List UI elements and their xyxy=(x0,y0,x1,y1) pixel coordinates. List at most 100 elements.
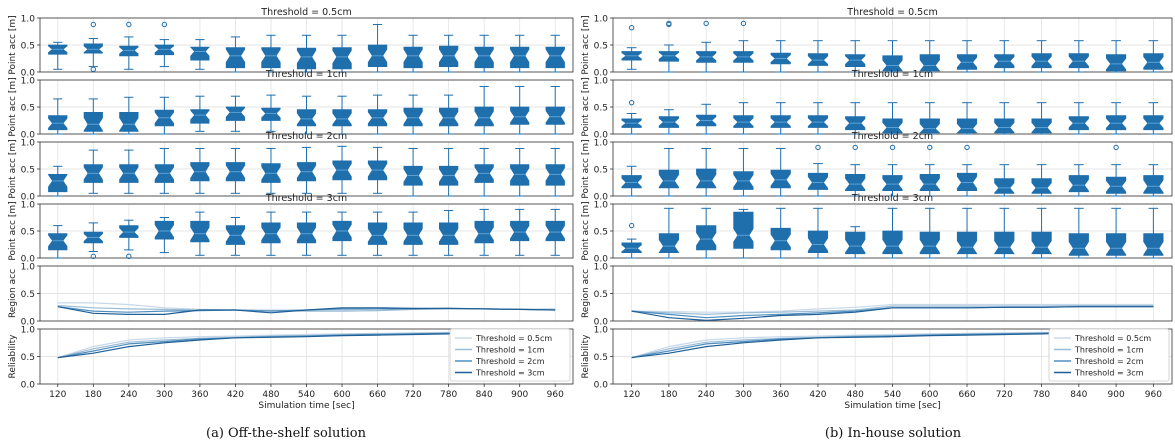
box-body xyxy=(154,220,175,240)
box-body xyxy=(296,109,317,127)
y-tick-label: 0.5 xyxy=(21,228,35,238)
box-300 xyxy=(154,96,175,135)
y-tick-label: 1.0 xyxy=(21,326,36,336)
box-900 xyxy=(1106,207,1127,259)
box-720 xyxy=(403,211,423,256)
box-body xyxy=(83,112,103,132)
box-body xyxy=(119,225,139,238)
legend-label: Threshold = 0.5cm xyxy=(475,334,552,343)
outlier xyxy=(1113,144,1119,151)
y-tick-label: 1.0 xyxy=(21,139,36,149)
legend-label: Threshold = 3cm xyxy=(475,369,545,378)
x-tick-label: 360 xyxy=(191,390,208,400)
x-axis-label: Simulation time [sec] xyxy=(258,401,354,411)
box-body xyxy=(733,211,754,249)
box-720 xyxy=(993,207,1015,259)
x-tick-label: 360 xyxy=(772,390,789,400)
box-body xyxy=(403,46,423,69)
box-720 xyxy=(994,40,1015,73)
box-180 xyxy=(658,147,679,197)
box-660 xyxy=(956,102,978,135)
box-240 xyxy=(696,103,717,135)
box-body xyxy=(1143,233,1164,256)
box-body xyxy=(956,231,978,255)
box-600 xyxy=(919,207,940,259)
box-720 xyxy=(403,34,423,73)
series-line xyxy=(631,306,1154,322)
x-tick-label: 900 xyxy=(511,390,528,400)
outlier xyxy=(161,21,168,28)
x-tick-label: 180 xyxy=(85,390,102,400)
box-780 xyxy=(1031,40,1052,73)
y-tick-label: 1.0 xyxy=(594,326,609,336)
legend: Threshold = 0.5cm Threshold = 1cm Threshol… xyxy=(449,328,571,382)
box-480 xyxy=(845,144,866,197)
x-tick-label: 660 xyxy=(958,390,975,400)
box-body xyxy=(119,112,139,132)
box-360 xyxy=(190,147,210,194)
box-body xyxy=(807,53,829,66)
box-180 xyxy=(83,149,103,194)
x-tick-label: 840 xyxy=(476,390,493,400)
box-480 xyxy=(261,34,281,73)
y-tick-label: 0.5 xyxy=(21,353,35,363)
box-780 xyxy=(438,94,459,135)
box-540 xyxy=(882,102,903,135)
box-720 xyxy=(403,94,423,135)
box-600 xyxy=(332,211,352,256)
box-600 xyxy=(332,145,352,194)
box-body xyxy=(993,231,1015,255)
box-840 xyxy=(474,34,494,73)
box-300 xyxy=(733,102,754,135)
box-900 xyxy=(510,85,530,135)
box-body xyxy=(261,222,281,244)
box-480 xyxy=(261,147,281,194)
box-840 xyxy=(474,85,494,135)
box-420 xyxy=(225,217,246,256)
x-tick-label: 540 xyxy=(298,390,315,400)
subplot-title: Threshold = 0.5cm xyxy=(846,7,937,18)
box-600 xyxy=(919,102,941,135)
box-body xyxy=(1068,53,1089,69)
box-body xyxy=(189,46,211,61)
box-body xyxy=(545,220,565,242)
y-tick-label: 0.0 xyxy=(594,131,609,141)
x-tick-label: 420 xyxy=(809,390,826,400)
y-axis-label: Point acc [m] xyxy=(8,201,18,260)
box-300 xyxy=(733,147,754,197)
box-body xyxy=(438,107,459,127)
box-240 xyxy=(119,21,139,70)
box-300 xyxy=(154,21,175,68)
y-tick-label: 0.0 xyxy=(21,193,36,203)
box-840 xyxy=(1068,164,1089,197)
box-300 xyxy=(154,217,175,254)
y-tick-label: 0.5 xyxy=(594,104,608,114)
box-960 xyxy=(545,85,565,135)
box-900 xyxy=(1106,40,1127,73)
box-body xyxy=(807,115,829,128)
x-axis-label: Simulation time [sec] xyxy=(844,401,940,411)
outlier xyxy=(628,25,635,31)
box-body xyxy=(48,173,68,193)
box-body xyxy=(1031,178,1052,194)
outlier xyxy=(815,144,821,151)
outlier xyxy=(740,20,747,27)
series-line xyxy=(631,303,1154,313)
box-body xyxy=(1068,233,1089,256)
box-body xyxy=(696,225,717,251)
box-840 xyxy=(1068,207,1089,259)
y-axis-label: Point acc [m] xyxy=(8,139,18,198)
box-body xyxy=(119,45,139,57)
x-tick-label: 660 xyxy=(369,390,386,400)
y-tick-label: 0.0 xyxy=(21,131,36,141)
box-720 xyxy=(403,147,423,197)
outlier xyxy=(852,144,858,151)
box-780 xyxy=(1031,102,1052,135)
box-840 xyxy=(1068,102,1089,135)
box-360 xyxy=(770,147,791,197)
box-body xyxy=(919,173,940,192)
